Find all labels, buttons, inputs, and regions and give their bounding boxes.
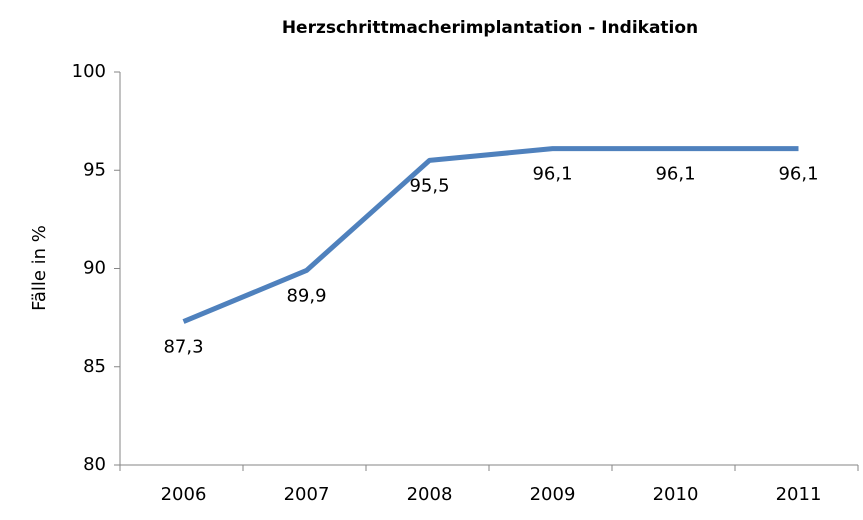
x-tick-label: 2006 bbox=[161, 484, 207, 505]
y-tick-label: 80 bbox=[83, 454, 106, 475]
y-tick-label: 90 bbox=[83, 258, 106, 279]
data-label: 96,1 bbox=[778, 164, 818, 185]
data-line bbox=[182, 146, 799, 324]
data-label: 87,3 bbox=[163, 337, 203, 358]
y-axis-title: Fälle in % bbox=[29, 225, 50, 311]
x-tick-label: 2010 bbox=[653, 484, 699, 505]
chart-title: Herzschrittmacherimplantation - Indikati… bbox=[282, 18, 698, 38]
y-tick-label: 95 bbox=[83, 159, 106, 180]
x-tick-label: 2008 bbox=[407, 484, 453, 505]
y-tick-label: 85 bbox=[83, 356, 106, 377]
data-label: 89,9 bbox=[286, 285, 326, 306]
data-label: 96,1 bbox=[655, 164, 695, 185]
x-tick-label: 2009 bbox=[530, 484, 576, 505]
data-label: 95,5 bbox=[409, 175, 449, 196]
x-tick-label: 2011 bbox=[776, 484, 822, 505]
y-tick-label: 100 bbox=[72, 61, 106, 82]
data-label: 96,1 bbox=[532, 164, 572, 185]
x-tick-label: 2007 bbox=[284, 484, 330, 505]
